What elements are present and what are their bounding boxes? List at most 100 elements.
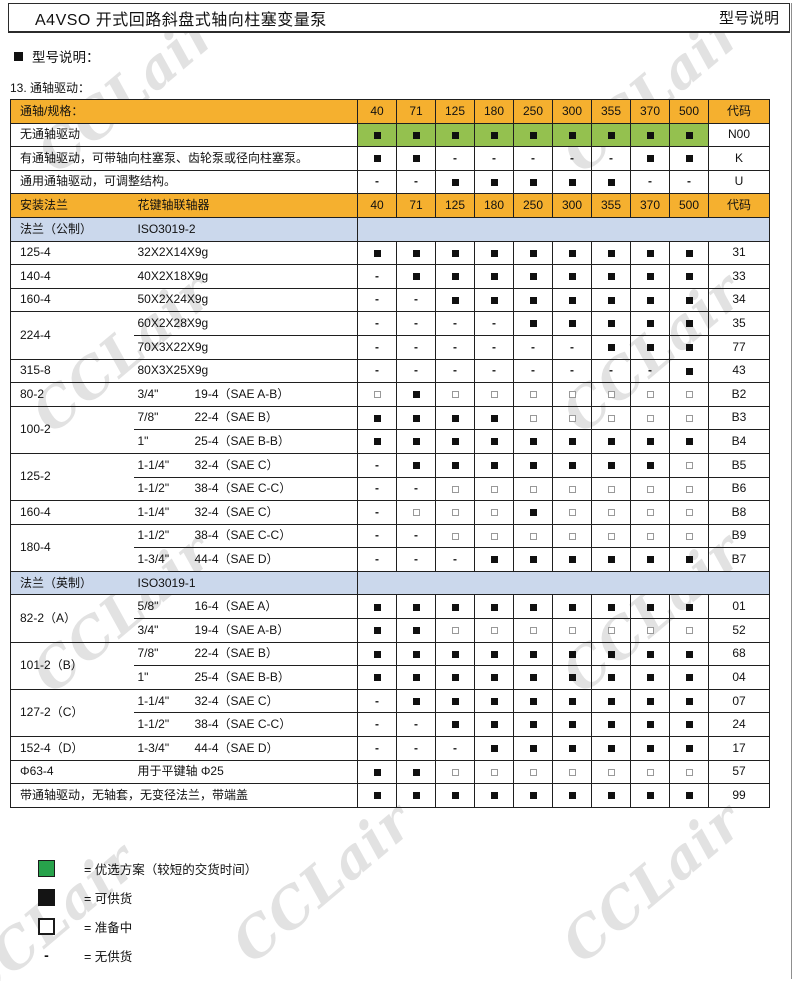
dash-icon: - [453, 339, 458, 354]
availability-cell [552, 523, 593, 549]
availability-cell [552, 500, 593, 525]
availability-cell [669, 618, 710, 643]
dash-icon: - [609, 363, 614, 378]
dash-icon [38, 947, 55, 964]
subsection-heading: 13. 通轴驱动： [10, 81, 91, 95]
dash-icon: - [375, 693, 380, 708]
shaft-size: 1-1/2" [133, 712, 191, 738]
filled-square-icon [685, 273, 693, 281]
filled-square-icon [451, 674, 459, 682]
filled-square-icon [568, 603, 576, 611]
availability-cell [357, 759, 398, 785]
filled-square-icon [529, 603, 537, 611]
availability-cell [552, 240, 593, 266]
spline-coupling: 44-4（SAE D） [189, 736, 359, 761]
table-row: 法兰（英制） ISO3019-1 [10, 570, 771, 596]
shaft-size: 1" [133, 665, 191, 690]
dash-icon: - [375, 740, 380, 755]
availability-cell [552, 264, 593, 289]
availability-cell [552, 547, 593, 572]
column-header-label: 通轴/规格： [9, 99, 359, 124]
size-column-header: 125 [435, 99, 476, 124]
filled-square-icon [529, 249, 537, 257]
availability-cell [591, 452, 632, 478]
hollow-square-icon [529, 627, 537, 635]
table-row: 无通轴驱动 N00 [9, 122, 771, 148]
filled-square-icon [412, 155, 420, 163]
availability-cell: - [435, 146, 476, 171]
availability-cell [591, 665, 632, 690]
availability-cell: - [396, 334, 437, 360]
section-row-fill [357, 216, 771, 242]
table-row: 140-4 40X2X18X9g - 33 [10, 264, 771, 289]
availability-cell: - [552, 358, 593, 384]
row-label: 通用通轴驱动，可调整结构。 [9, 169, 359, 195]
hollow-square-icon [451, 485, 459, 493]
size-column-header: 500 [669, 99, 710, 124]
availability-cell: - [396, 736, 437, 761]
hollow-square-icon [646, 532, 654, 540]
availability-cell [630, 759, 671, 785]
hollow-square-icon [529, 414, 537, 422]
availability-cell [552, 688, 593, 714]
availability-cell [435, 500, 476, 525]
size-column-header: 300 [552, 99, 593, 124]
flange-size: 160-4 [10, 500, 134, 525]
filled-square-icon [529, 320, 537, 328]
filled-square-icon [646, 249, 654, 257]
dash-icon: - [375, 504, 380, 519]
availability-cell: - [630, 358, 671, 384]
availability-cell [474, 618, 515, 643]
filled-square-icon [451, 603, 459, 611]
filled-square-icon [685, 343, 693, 351]
availability-cell [552, 618, 593, 643]
availability-cell: - [474, 311, 515, 336]
availability-cell [630, 547, 671, 572]
filled-square-icon [451, 461, 459, 469]
availability-cell [669, 264, 710, 289]
availability-cell [357, 146, 398, 171]
code-value: N00 [708, 122, 771, 148]
availability-cell [669, 523, 710, 549]
filled-square-icon [529, 697, 537, 705]
availability-cell [435, 264, 476, 289]
filled-square-icon [685, 697, 693, 705]
hollow-square-icon [451, 391, 459, 399]
availability-cell [669, 358, 710, 384]
filled-square-icon [646, 461, 654, 469]
availability-cell [630, 736, 671, 761]
availability-cell [669, 547, 710, 572]
availability-cell [435, 783, 476, 808]
availability-cell [669, 665, 710, 690]
availability-cell [357, 641, 398, 667]
availability-cell [669, 240, 710, 266]
code-value: 31 [708, 240, 771, 266]
size-column-header: 40 [357, 193, 398, 218]
filled-square-icon [490, 438, 498, 446]
availability-cell [435, 429, 476, 454]
page-right-border [791, 3, 792, 979]
filled-square-icon [685, 367, 693, 375]
availability-cell [591, 287, 632, 313]
preferred-filled-square-icon [685, 131, 693, 139]
dash-icon: - [453, 363, 458, 378]
availability-cell [474, 169, 515, 195]
availability-cell: - [396, 476, 437, 502]
section-heading: 型号说明： [14, 46, 100, 66]
shaft-size: 1-1/4" [133, 500, 191, 525]
table-row: 152-4（D） 1-3/4" 44-4（SAE D） - - - 17 [10, 736, 771, 761]
preferred-filled-square-icon [412, 131, 420, 139]
flange-size: 125-2 [10, 452, 134, 502]
legend-label: = 可供货 [84, 891, 133, 906]
size-column-header: 370 [630, 99, 671, 124]
availability-cell: - [357, 358, 398, 384]
availability-cell [669, 334, 710, 360]
availability-cell [474, 287, 515, 313]
dash-icon: - [531, 339, 536, 354]
availability-cell [396, 405, 437, 431]
availability-cell [474, 594, 515, 620]
availability-cell [552, 382, 593, 407]
availability-cell: - [357, 712, 398, 738]
size-column-header: 180 [474, 193, 515, 218]
